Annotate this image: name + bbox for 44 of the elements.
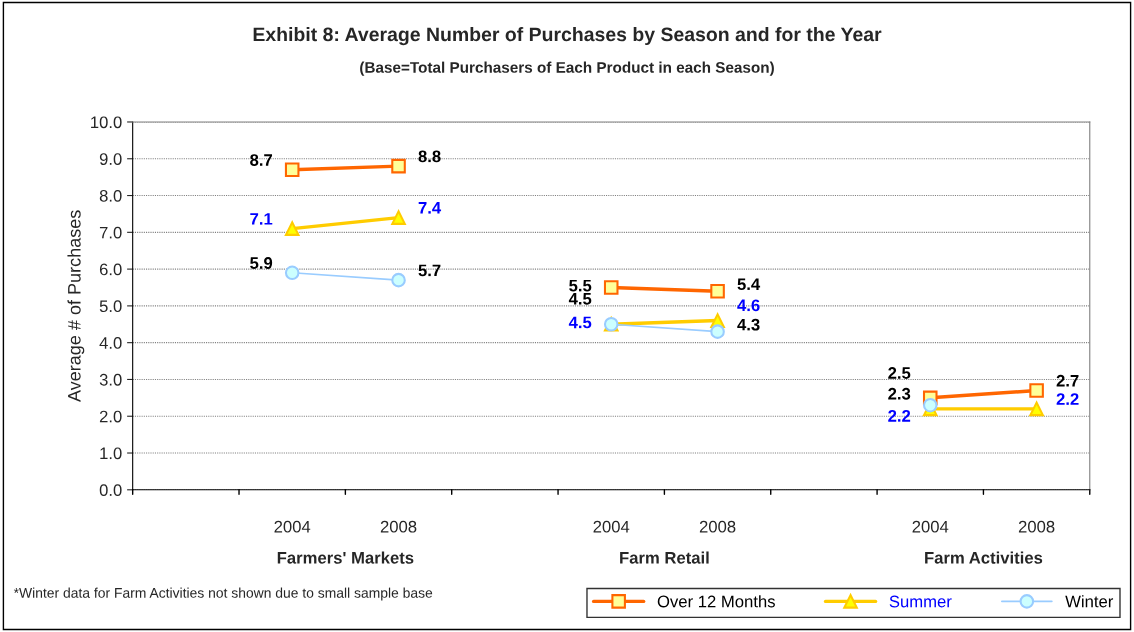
data-label: 2.2 <box>1056 393 1079 405</box>
y-tick-label: 2.0 <box>99 410 122 423</box>
legend-label: Winter <box>1065 595 1114 608</box>
x-tick-label: 2004 <box>593 520 630 533</box>
y-tick-label: 3.0 <box>99 373 122 386</box>
legend-label: Summer <box>889 595 952 608</box>
y-tick-label: 8.0 <box>99 189 122 202</box>
data-label: 8.8 <box>418 150 441 163</box>
text: *Winter data for Farm Activities not shown due to small sample base <box>13 587 433 601</box>
data-label: 7.4 <box>418 202 442 214</box>
data-label: 8.7 <box>250 154 273 166</box>
data-label: 4.6 <box>737 299 760 312</box>
data-label: 2.5 <box>888 367 911 379</box>
x-tick-label: 2008 <box>699 520 736 533</box>
x-tick-label: 2008 <box>380 520 417 533</box>
data-label: 2.7 <box>1056 374 1079 387</box>
data-label: 4.3 <box>737 318 760 331</box>
y-tick-label: 7.0 <box>99 226 122 239</box>
y-tick-label: 1.0 <box>100 447 122 460</box>
x-tick-label: 2008 <box>1018 520 1055 533</box>
text: Farm Activities <box>925 551 1043 564</box>
data-label: 2.2 <box>888 410 911 422</box>
x-tick-label: 2004 <box>274 520 311 533</box>
data-label: 7.1 <box>250 213 273 225</box>
text: Farm Retail <box>620 551 709 564</box>
y-tick-label: 4.0 <box>99 337 122 349</box>
y-tick-label: 0.0 <box>99 484 122 496</box>
data-label: 5.4 <box>737 278 761 291</box>
data-label: 5.5 <box>569 279 592 292</box>
data-label: 5.9 <box>250 257 273 269</box>
data-label: 5.7 <box>418 264 441 277</box>
text: Farmers' Markets <box>277 551 414 564</box>
y-tick-label: 5.0 <box>99 300 122 313</box>
data-label: 4.5 <box>568 293 592 305</box>
chart-title: Exhibit 8: Average Number of Purchases by Season and for the Year <box>253 26 882 46</box>
chart-subtitle: (Base=Total Purchasers of Each Product in each Season) <box>360 61 774 76</box>
data-label: 2.3 <box>888 387 911 400</box>
x-tick-label: 2004 <box>912 520 949 533</box>
y-tick-label: 9.0 <box>99 153 122 165</box>
y-tick-label: 10.0 <box>91 116 122 129</box>
y-tick-label: 6.0 <box>99 263 122 276</box>
y-axis-title: Average # of Purchases <box>67 210 85 403</box>
legend-label: Over 12 Months <box>657 595 775 608</box>
data-label: 4.5 <box>568 316 592 329</box>
